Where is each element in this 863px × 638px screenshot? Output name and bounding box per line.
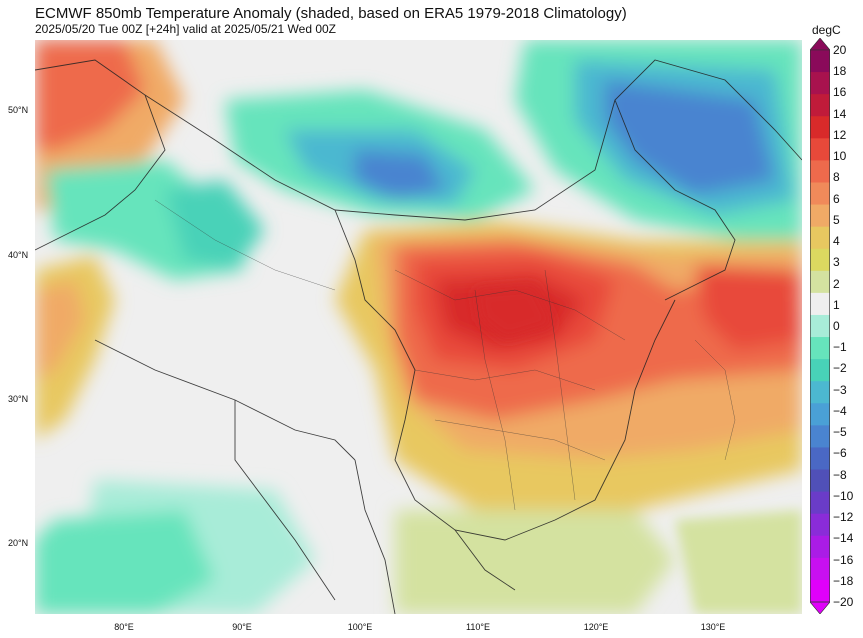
colorbar-swatch [810, 447, 830, 471]
colorbar-swatch [810, 204, 830, 228]
colorbar-min-arrow [810, 601, 830, 614]
colorbar-level-label: −12 [833, 510, 854, 525]
colorbar-level-label: 0 [833, 319, 840, 333]
colorbar-level-label: −10 [833, 488, 854, 503]
colorbar-level-label: 4 [833, 234, 840, 249]
colorbar-swatch [810, 425, 830, 448]
colorbar-swatch [810, 359, 830, 382]
colorbar-level-label: −6 [833, 446, 847, 461]
colorbar-max-arrow [810, 38, 830, 51]
colorbar-level-label: 18 [833, 64, 847, 79]
map-subtitle: 2025/05/20 Tue 00Z [+24h] valid at 2025/… [35, 22, 337, 36]
colorbar-level-label: −5 [833, 425, 847, 440]
colorbar-swatch [810, 226, 830, 250]
lat-label-40n: 40°N [8, 250, 29, 260]
colorbar-swatch [810, 72, 830, 95]
colorbar-unit: degC [812, 23, 841, 37]
lon-label-120e: 120°E [583, 622, 609, 632]
colorbar-swatch [810, 579, 830, 603]
colorbar-level-label: 10 [833, 149, 847, 164]
colorbar-level-label: 12 [833, 127, 847, 142]
colorbar-outline [810, 49, 830, 603]
lat-label-30n: 30°N [8, 394, 29, 404]
colorbar-level-label: 8 [833, 170, 840, 185]
colorbar-level-label: 16 [833, 85, 847, 100]
colorbar-swatch [810, 248, 830, 272]
lon-label-80e: 80°E [114, 622, 134, 632]
colorbar-level-label: 5 [833, 212, 840, 227]
anomaly-map [35, 40, 802, 614]
colorbar-swatch [810, 491, 830, 515]
colorbar-level-label: 1 [833, 297, 840, 312]
anomaly-shading [35, 40, 802, 614]
colorbar-swatch [810, 381, 830, 404]
colorbar-swatch [810, 513, 830, 537]
colorbar-level-label: 2 [833, 276, 840, 291]
colorbar-level-label: −14 [833, 531, 854, 546]
colorbar-level-label: −1 [833, 340, 847, 355]
lon-label-100e: 100°E [347, 622, 373, 632]
colorbar-level-label: 6 [833, 191, 840, 206]
colorbar-level-label: −4 [833, 403, 847, 418]
colorbar-level-label: 3 [833, 255, 840, 270]
colorbar-swatch [810, 270, 830, 294]
colorbar-swatch [810, 160, 830, 183]
colorbar-level-label: −18 [833, 573, 854, 588]
colorbar-swatch [810, 337, 830, 360]
colorbar-level-label: 20 [833, 43, 847, 57]
colorbar-swatch [810, 50, 830, 73]
colorbar-swatch [810, 116, 830, 139]
colorbar-swatch [810, 94, 830, 117]
colorbar-level-label: −16 [833, 552, 854, 567]
lat-label-20n: 20°N [8, 538, 29, 548]
colorbar-swatch [810, 314, 830, 338]
lon-label-90e: 90°E [232, 622, 252, 632]
lat-label-50n: 50°N [8, 105, 29, 115]
lon-label-130e: 130°E [700, 622, 726, 632]
colorbar-level-label: 14 [833, 106, 847, 121]
colorbar-level-label: −2 [833, 361, 847, 376]
colorbar-swatch [810, 138, 830, 161]
colorbar-swatch [810, 557, 830, 581]
colorbar-swatch [810, 292, 830, 316]
colorbar [810, 38, 830, 614]
colorbar-swatch [810, 469, 830, 493]
colorbar-level-label: −20 [833, 595, 854, 609]
colorbar-swatch [810, 403, 830, 426]
map-title: ECMWF 850mb Temperature Anomaly (shaded,… [35, 5, 627, 22]
colorbar-level-label: −3 [833, 382, 847, 397]
lon-label-110e: 110°E [466, 622, 490, 632]
colorbar-level-label: −8 [833, 467, 847, 482]
colorbar-swatch [810, 535, 830, 559]
colorbar-swatch [810, 182, 830, 206]
